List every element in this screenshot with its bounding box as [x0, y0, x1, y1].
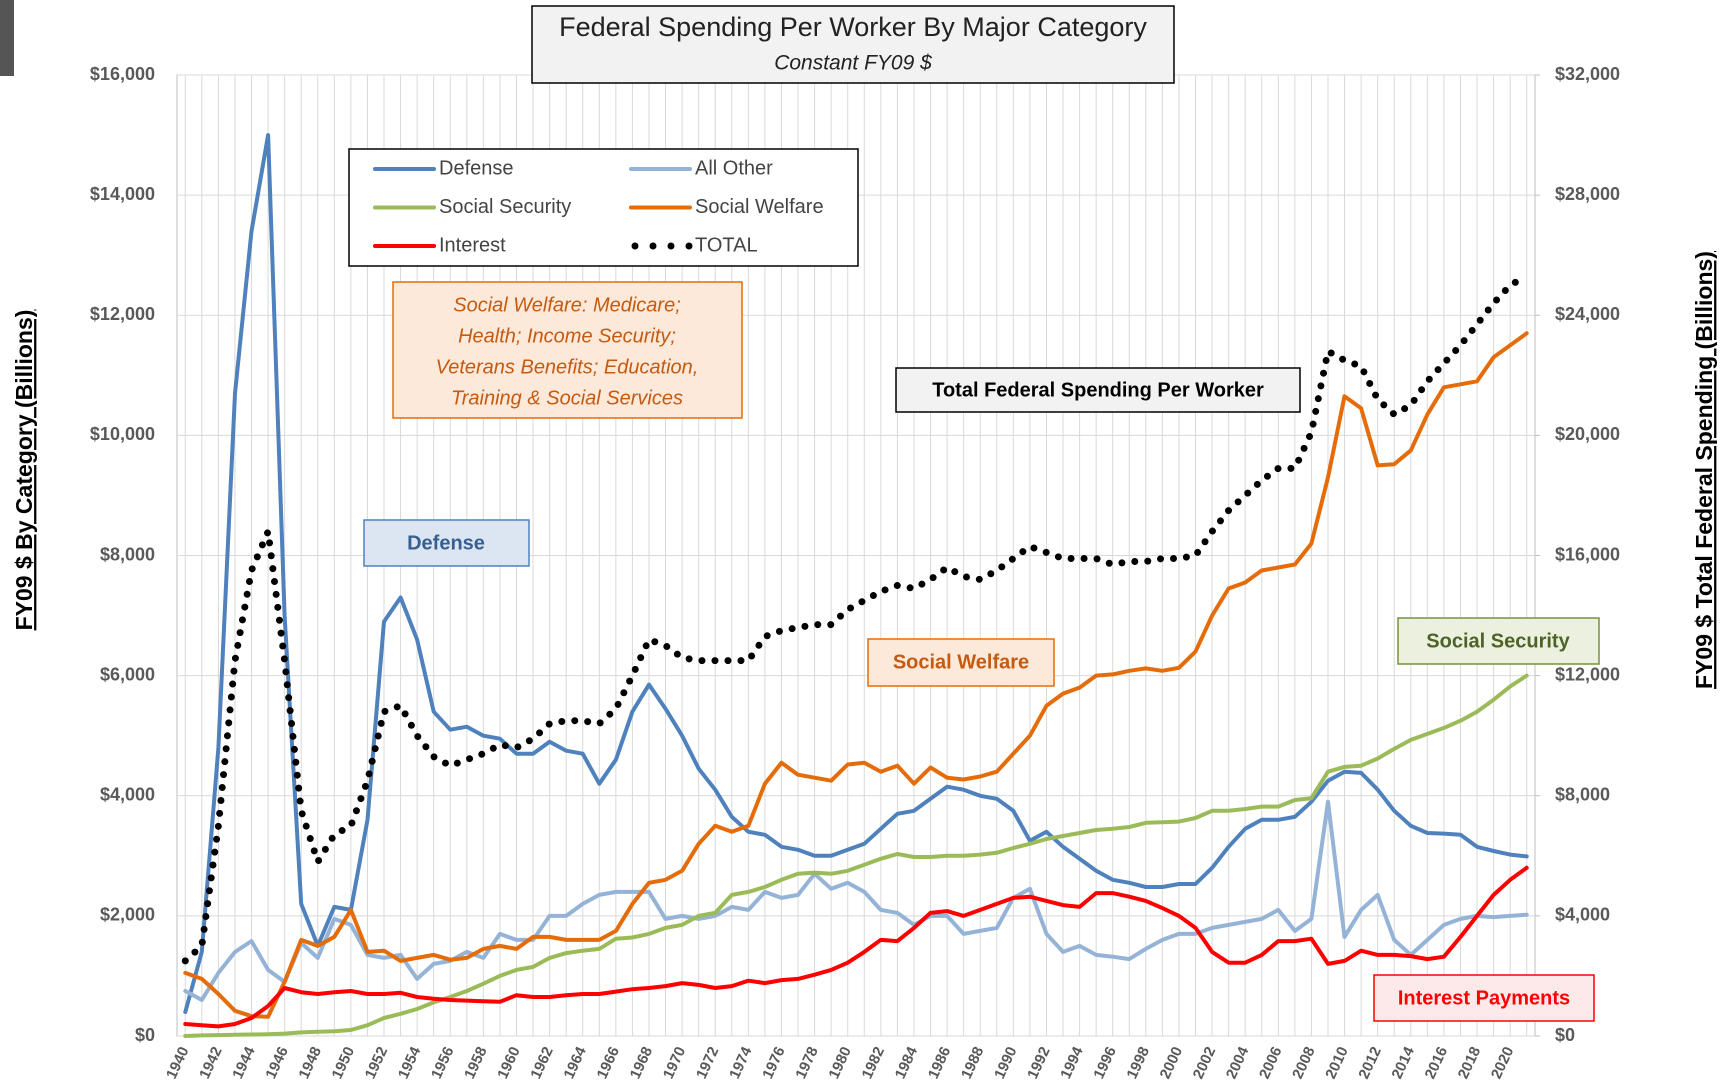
annotation-box	[895, 367, 1301, 413]
x-tick-label: 1986	[925, 1044, 955, 1081]
annotation-box	[1373, 974, 1595, 1022]
x-tick-label: 1958	[461, 1044, 491, 1081]
x-tick-label: 2016	[1422, 1044, 1452, 1081]
x-tick-label: 1994	[1057, 1044, 1087, 1082]
y2-tick-label: $12,000	[1555, 664, 1620, 684]
series-line	[183, 673, 1529, 1038]
x-tick-label: 1948	[295, 1044, 325, 1081]
y-tick-label: $14,000	[90, 184, 155, 204]
legend-label: Social Welfare	[695, 196, 824, 218]
annotation: Interest Payments	[1398, 987, 1570, 1009]
annotation: Total Federal Spending Per Worker	[932, 379, 1264, 401]
x-tick-label: 1964	[560, 1044, 590, 1082]
x-tick-label: 2010	[1322, 1044, 1352, 1081]
y2-tick-label: $32,000	[1555, 64, 1620, 84]
y2-tick-label: $0	[1555, 1025, 1575, 1045]
x-tick-label: 2002	[1190, 1044, 1220, 1081]
y2-axis-title: FY09 $ Total Federal Spending (Billions)	[1691, 251, 1717, 689]
lines	[181, 133, 1531, 1038]
y-tick-label: $8,000	[100, 544, 155, 564]
series-line	[181, 272, 1531, 965]
y2-tick-label: $24,000	[1555, 304, 1620, 324]
annotation-box	[363, 519, 530, 567]
x-tick-label: 1952	[362, 1044, 392, 1081]
legend-label: Social Security	[439, 196, 571, 218]
y2-tick-label: $4,000	[1555, 905, 1610, 925]
x-tick-label: 2000	[1157, 1044, 1187, 1081]
x-tick-label: 2014	[1389, 1044, 1419, 1082]
y-tick-label: $2,000	[100, 905, 155, 925]
x-tick-label: 1940	[163, 1044, 193, 1081]
x-tick-label: 1992	[1024, 1044, 1054, 1081]
note-line: Social Welfare: Medicare;	[453, 294, 681, 316]
legend-label: Interest	[439, 234, 506, 256]
series-line	[183, 865, 1529, 1029]
x-tick-label: 1980	[825, 1044, 855, 1081]
x-tick-label: 1972	[693, 1044, 723, 1081]
y-tick-label: $10,000	[90, 424, 155, 444]
annotation: Social Security	[1426, 630, 1570, 652]
title-box	[531, 5, 1175, 84]
x-tick-label: 1960	[494, 1044, 524, 1081]
x-tick-label: 1966	[594, 1044, 624, 1081]
chart-subtitle: Constant FY09 $	[774, 52, 932, 75]
corner-decoration	[0, 0, 14, 76]
x-tick-label: 1944	[229, 1044, 259, 1082]
x-tick-label: 1996	[1090, 1044, 1120, 1081]
y-tick-label: $0	[135, 1025, 155, 1045]
x-tick-label: 1968	[627, 1044, 657, 1081]
y2-tick-label: $8,000	[1555, 785, 1610, 805]
x-tick-label: 1990	[991, 1044, 1021, 1081]
note-box	[392, 281, 743, 419]
annotation: Defense	[407, 532, 485, 554]
note-line: Veterans Benefits; Education,	[436, 356, 699, 378]
x-tick-label: 1946	[262, 1044, 292, 1081]
x-tick-label: 1954	[395, 1044, 425, 1082]
series-line	[183, 331, 1529, 1019]
legend-label: TOTAL	[695, 234, 758, 256]
x-tick-label: 1970	[660, 1044, 690, 1081]
y-tick-label: $16,000	[90, 64, 155, 84]
annotation-box	[867, 638, 1055, 687]
x-tick-label: 2008	[1289, 1044, 1319, 1081]
x-tick-label: 2018	[1455, 1044, 1485, 1081]
y2-tick-label: $28,000	[1555, 184, 1620, 204]
y-tick-label: $12,000	[90, 304, 155, 324]
y2-tick-label: $16,000	[1555, 544, 1620, 564]
note-line: Training & Social Services	[451, 387, 683, 409]
legend-entries: Defense All Other Social Security Social We…	[373, 157, 824, 256]
x-tick-label: 2004	[1223, 1044, 1253, 1082]
chart-title: Federal Spending Per Worker By Major Cat…	[559, 12, 1147, 42]
x-tick-label: 1988	[958, 1044, 988, 1081]
legend-label: All Other	[695, 157, 773, 179]
x-tick-label: 2012	[1355, 1044, 1385, 1081]
series-line	[183, 799, 1529, 1002]
y-axis-title: FY09 $ By Category (Billions)	[11, 310, 37, 631]
y-tick-label: $4,000	[100, 785, 155, 805]
note-line: Health; Income Security;	[458, 325, 676, 347]
x-tick-label: 1974	[726, 1044, 756, 1082]
annotation-box	[1397, 617, 1600, 665]
x-tick-label: 1962	[527, 1044, 557, 1081]
y-tick-label: $6,000	[100, 664, 155, 684]
x-tick-label: 1998	[1124, 1044, 1154, 1081]
x-tick-label: 2006	[1256, 1044, 1286, 1081]
x-tick-label: 1976	[759, 1044, 789, 1081]
x-tick-label: 1978	[792, 1044, 822, 1081]
x-tick-label: 2020	[1488, 1044, 1518, 1081]
x-tick-label: 1982	[859, 1044, 889, 1081]
annotation: Social Welfare	[893, 651, 1029, 673]
x-tick-label: 1984	[892, 1044, 922, 1082]
legend-label: Defense	[439, 157, 514, 179]
x-tick-label: 1950	[329, 1044, 359, 1081]
y2-tick-label: $20,000	[1555, 424, 1620, 444]
x-tick-label: 1956	[428, 1044, 458, 1081]
x-tick-label: 1942	[196, 1044, 226, 1081]
series-line	[183, 133, 1529, 1014]
